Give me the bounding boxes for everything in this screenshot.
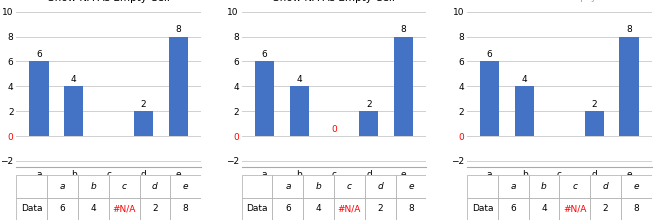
Text: e: e [183, 182, 189, 191]
Bar [78, 175, 109, 198]
Bar [140, 198, 170, 220]
Text: e: e [633, 182, 639, 191]
Text: 8: 8 [401, 25, 407, 34]
Bar [621, 175, 652, 198]
Bar [64, 86, 83, 136]
Bar [498, 175, 529, 198]
Bar [590, 175, 621, 198]
Bar [585, 111, 604, 136]
Text: 4: 4 [541, 204, 547, 213]
Bar [480, 61, 499, 136]
Bar [365, 198, 396, 220]
Bar [272, 198, 303, 220]
Bar [169, 37, 188, 136]
Bar [272, 175, 303, 198]
Text: 6: 6 [261, 50, 267, 59]
Bar [290, 86, 309, 136]
Title: Show Empty Cells As Gaps
Show NA As Empty Cell: Show Empty Cells As Gaps Show NA As Empt… [39, 0, 178, 3]
Text: 8: 8 [408, 204, 414, 213]
Bar [498, 198, 529, 220]
Text: 8: 8 [633, 204, 639, 213]
Bar [394, 37, 413, 136]
Text: d: d [603, 182, 608, 191]
Text: a: a [510, 182, 516, 191]
Text: #N/A: #N/A [563, 204, 586, 213]
Bar [559, 175, 590, 198]
Text: 8: 8 [176, 25, 181, 34]
Text: a: a [285, 182, 291, 191]
Bar [396, 198, 426, 220]
Bar [29, 61, 48, 136]
Bar [303, 198, 334, 220]
Text: #N/A: #N/A [113, 204, 136, 213]
Text: 2: 2 [591, 100, 597, 109]
Text: b: b [90, 182, 96, 191]
Bar [396, 175, 426, 198]
Text: 4: 4 [316, 204, 322, 213]
Text: 4: 4 [522, 75, 527, 84]
Text: d: d [377, 182, 383, 191]
Bar [334, 175, 365, 198]
Bar [16, 198, 47, 220]
Text: a: a [60, 182, 66, 191]
Text: e: e [408, 182, 414, 191]
Text: #N/A: #N/A [338, 204, 361, 213]
Text: 6: 6 [510, 204, 516, 213]
Bar [255, 61, 274, 136]
Text: 0: 0 [331, 125, 337, 134]
Bar [467, 198, 498, 220]
Bar [515, 86, 534, 136]
Bar [621, 198, 652, 220]
Text: 2: 2 [603, 204, 608, 213]
Text: c: c [572, 182, 577, 191]
Text: 2: 2 [152, 204, 158, 213]
Bar [16, 175, 47, 198]
Bar [170, 198, 201, 220]
Bar [590, 198, 621, 220]
Bar [170, 175, 201, 198]
Text: b: b [541, 182, 547, 191]
Text: d: d [152, 182, 158, 191]
Text: 2: 2 [377, 204, 383, 213]
Bar [559, 198, 590, 220]
Text: 6: 6 [487, 50, 493, 59]
Text: 2: 2 [366, 100, 371, 109]
Bar [360, 111, 379, 136]
Text: Data: Data [246, 204, 268, 213]
Bar [242, 175, 272, 198]
Text: 8: 8 [183, 204, 189, 213]
Text: 6: 6 [285, 204, 291, 213]
Bar [334, 198, 365, 220]
Title: Show Empty Cells As Zeros
Show NA As Empty Cell: Show Empty Cells As Zeros Show NA As Emp… [263, 0, 405, 3]
Bar [140, 175, 170, 198]
Text: b: b [316, 182, 322, 191]
Bar [47, 198, 78, 220]
Text: c: c [347, 182, 352, 191]
Bar [303, 175, 334, 198]
Text: 4: 4 [90, 204, 96, 213]
Text: 6: 6 [60, 204, 66, 213]
Text: Show NA As Empty Cell: Show NA As Empty Cell [498, 0, 620, 2]
Text: Data: Data [472, 204, 493, 213]
Text: 8: 8 [626, 25, 632, 34]
Text: c: c [122, 182, 126, 191]
Bar [467, 175, 498, 198]
Text: 6: 6 [36, 50, 42, 59]
Bar [529, 198, 559, 220]
Text: 4: 4 [71, 75, 77, 84]
Bar [78, 198, 109, 220]
Bar [134, 111, 153, 136]
Bar [529, 175, 559, 198]
Text: 4: 4 [297, 75, 302, 84]
Bar [109, 198, 140, 220]
Text: 2: 2 [141, 100, 146, 109]
Bar [242, 198, 272, 220]
Bar [365, 175, 396, 198]
Bar [47, 175, 78, 198]
Bar [620, 37, 639, 136]
Text: Data: Data [21, 204, 43, 213]
Bar [109, 175, 140, 198]
